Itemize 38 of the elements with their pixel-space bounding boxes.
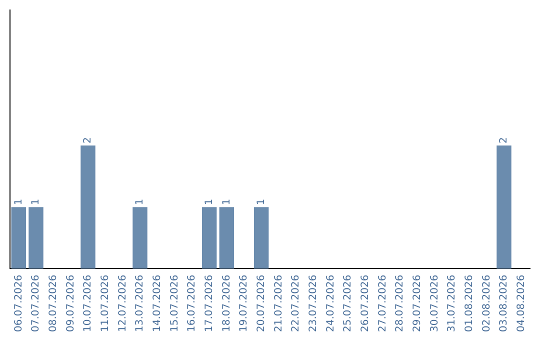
x-tick-label: 23.07.2026 xyxy=(308,274,319,332)
x-tick-label: 12.07.2026 xyxy=(117,274,128,332)
x-tick-label: 26.07.2026 xyxy=(360,274,371,332)
data-label: 1 xyxy=(13,198,24,206)
x-tick-label: 01.08.2026 xyxy=(464,274,475,332)
data-label: 1 xyxy=(30,198,42,206)
x-tick-label: 28.07.2026 xyxy=(394,274,406,332)
data-label: 2 xyxy=(82,137,94,144)
data-label: 1 xyxy=(134,198,146,206)
x-tick-label: 21.07.2026 xyxy=(273,274,284,332)
x-tick-label: 02.08.2026 xyxy=(481,274,492,332)
x-tick-label: 18.07.2026 xyxy=(221,274,232,332)
x-tick-label: 08.07.2026 xyxy=(48,274,59,332)
x-tick-label: 31.07.2026 xyxy=(446,274,458,332)
x-tick-label: 19.07.2026 xyxy=(238,274,250,332)
x-tick-label: 15.07.2026 xyxy=(169,274,180,332)
x-tick-label: 20.07.2026 xyxy=(256,274,267,332)
x-tick-label: 22.07.2026 xyxy=(290,274,302,332)
x-tick-label: 14.07.2026 xyxy=(152,274,163,332)
x-tick-label: 07.07.2026 xyxy=(30,274,42,332)
data-label: 1 xyxy=(221,198,232,206)
x-tick-label: 25.07.2026 xyxy=(342,274,354,332)
x-tick-label: 27.07.2026 xyxy=(377,274,388,332)
x-tick-label: 11.07.2026 xyxy=(100,274,111,332)
x-tick-label: 16.07.2026 xyxy=(186,274,198,332)
data-label: 2 xyxy=(498,137,510,144)
x-tick-label: 30.07.2026 xyxy=(429,274,440,332)
x-tick-label: 03.08.2026 xyxy=(498,274,510,332)
x-tick-label: 29.07.2026 xyxy=(412,274,423,332)
x-tick-label: 04.08.2026 xyxy=(516,274,527,332)
data-label: 1 xyxy=(204,198,215,206)
x-tick-label: 13.07.2026 xyxy=(134,274,146,332)
x-tick-label: 24.07.2026 xyxy=(325,274,336,332)
x-tick-label: 06.07.2026 xyxy=(13,274,24,332)
x-tick-label: 09.07.2026 xyxy=(65,274,76,332)
data-label: 1 xyxy=(256,198,267,206)
x-tick-label: 10.07.2026 xyxy=(82,274,94,332)
x-tick-label: 17.07.2026 xyxy=(204,274,215,332)
